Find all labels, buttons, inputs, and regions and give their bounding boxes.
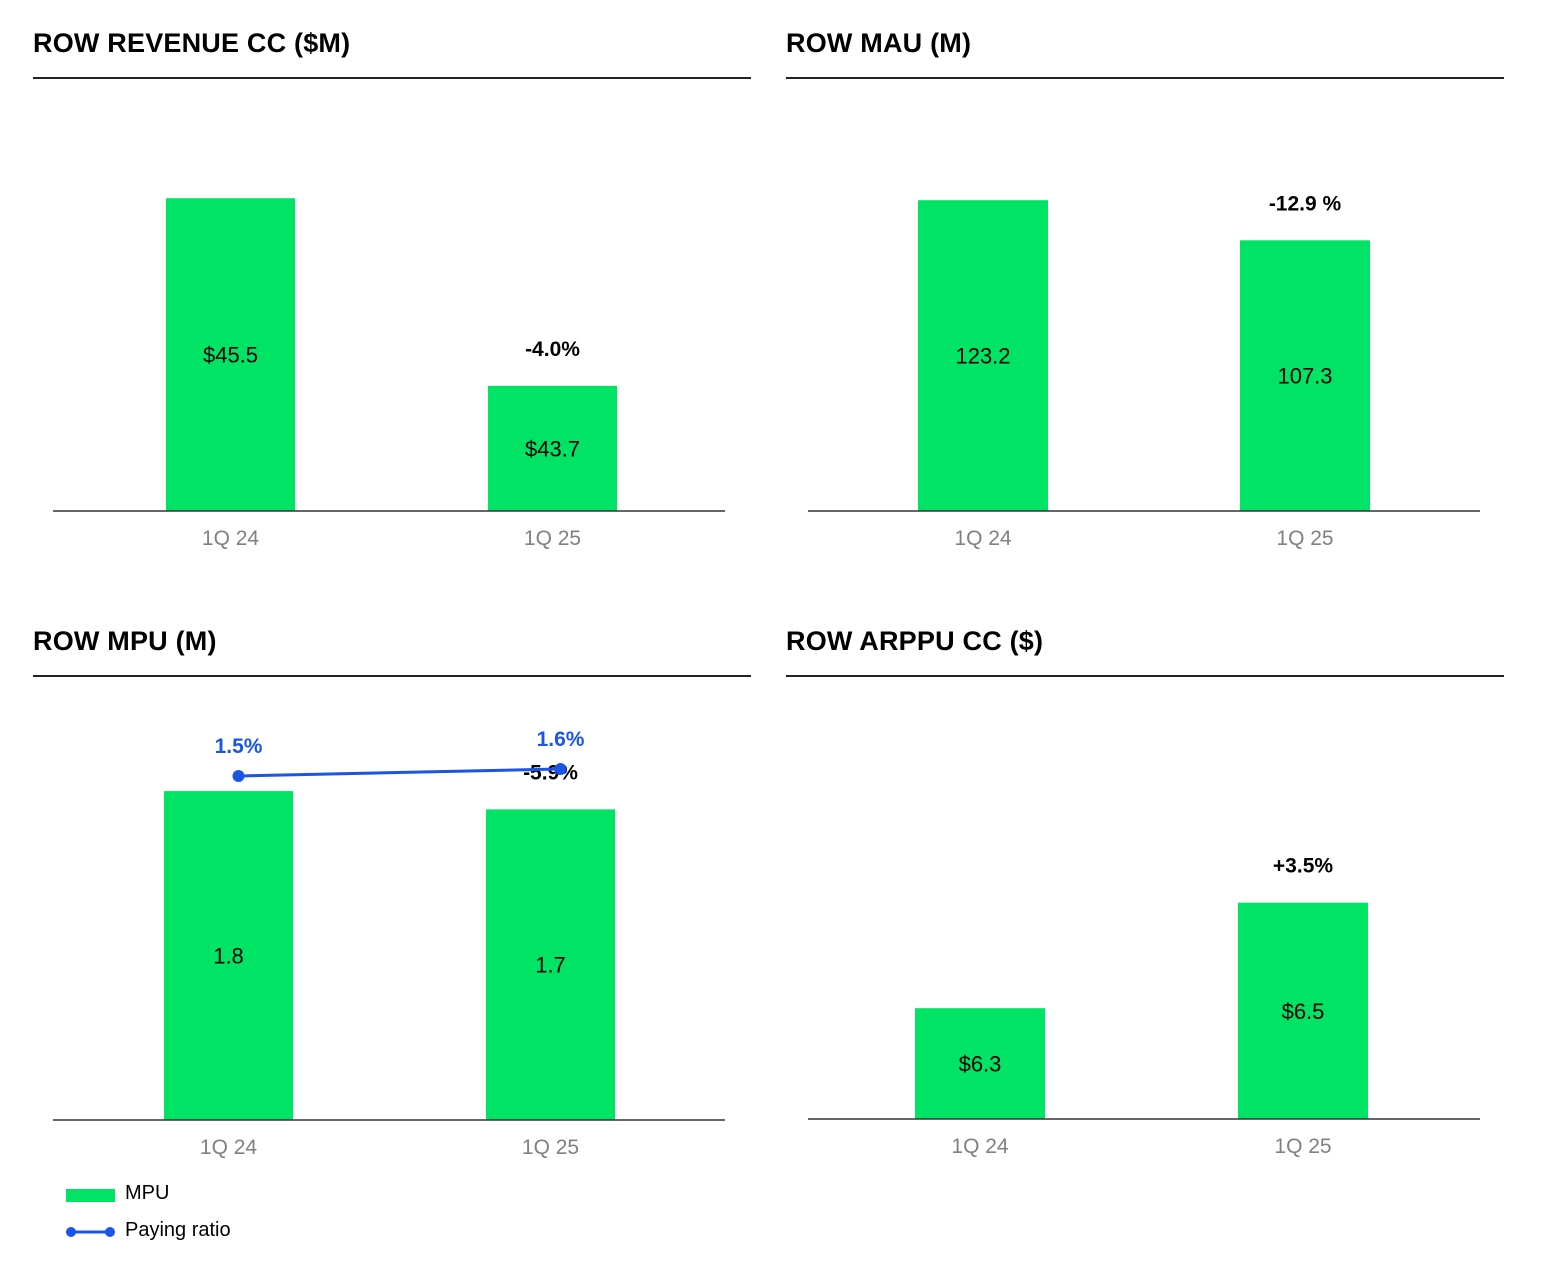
panel-arppu: ROW ARPPU CC ($) $6.3 1Q 24 $6.5 +3.5% 1Q 25: [786, 598, 1504, 1178]
x-tick-label: 1Q 25: [524, 527, 581, 550]
x-tick-label: 1Q 24: [954, 527, 1012, 550]
panel-mau: ROW MAU (M) 123.2 1Q 24 107.3 -12.9 % 1Q 25: [786, 0, 1504, 570]
paying-ratio-point: [554, 763, 567, 775]
bar-1q25: [1238, 902, 1368, 1119]
legend-label: Paying ratio: [125, 1219, 231, 1241]
bar-1q24: [166, 198, 295, 511]
bar-1q24: [915, 1008, 1045, 1119]
title-divider: [33, 77, 751, 79]
legend-line-swatch: [66, 1227, 115, 1237]
mau-bar-chart: 123.2 1Q 24 107.3 -12.9 % 1Q 25: [808, 192, 1480, 550]
bar-value-label: 123.2: [955, 344, 1010, 369]
paying-ratio-label: 1.6%: [537, 728, 585, 751]
legend-line-marker: [105, 1227, 115, 1237]
bar-1q24: [164, 791, 293, 1120]
paying-ratio-line: [238, 767, 561, 778]
panel-mpu: ROW MPU (M) 1.8 1Q 24 1.7 -5.9% 1Q 25 1.5% 1.6…: [33, 598, 751, 1178]
arppu-bar-chart: $6.3 1Q 24 $6.5 +3.5% 1Q 25: [808, 855, 1480, 1158]
x-tick-label: 1Q 24: [951, 1135, 1009, 1158]
panel-revenue: ROW REVENUE CC ($M) $45.5 1Q 24 $43.7 -4.0%…: [33, 0, 751, 570]
change-label: -12.9 %: [1269, 192, 1342, 215]
bar-value-label: $6.3: [959, 1052, 1002, 1077]
bar-1q25: [488, 385, 617, 511]
title-divider: [786, 675, 1504, 677]
bar-1q25: [486, 809, 615, 1120]
revenue-bar-chart: $45.5 1Q 24 $43.7 -4.0% 1Q 25: [53, 198, 725, 550]
x-tick-label: 1Q 25: [522, 1136, 579, 1159]
bar-value-label: 107.3: [1277, 364, 1332, 389]
bar-value-label: $6.5: [1282, 999, 1325, 1024]
panel-title: ROW ARPPU CC ($): [786, 626, 1044, 656]
panel-title: ROW MPU (M): [33, 626, 217, 656]
bar-1q24: [918, 200, 1048, 511]
bar-1q25: [1240, 240, 1370, 512]
x-tick-label: 1Q 25: [1276, 527, 1333, 550]
bar-value-label: 1.8: [213, 944, 244, 969]
paying-ratio-label: 1.5%: [215, 735, 263, 758]
panel-title: ROW MAU (M): [786, 28, 972, 58]
mpu-bar-chart: 1.8 1Q 24 1.7 -5.9% 1Q 25 1.5% 1.6%: [53, 728, 725, 1159]
bar-value-label: $43.7: [525, 436, 580, 461]
change-label: +3.5%: [1273, 855, 1333, 878]
panel-title: ROW REVENUE CC ($M): [33, 28, 351, 58]
x-tick-label: 1Q 24: [202, 527, 260, 550]
bar-value-label: 1.7: [535, 953, 566, 978]
x-tick-label: 1Q 25: [1274, 1135, 1331, 1158]
legend-bar-swatch: [66, 1189, 115, 1202]
legend-label: MPU: [125, 1182, 170, 1204]
title-divider: [786, 77, 1504, 79]
legend-line-marker: [66, 1227, 76, 1237]
change-label: -5.9%: [523, 761, 578, 784]
paying-ratio-point: [232, 770, 245, 782]
title-divider: [33, 675, 751, 677]
x-tick-label: 1Q 24: [200, 1136, 258, 1159]
bar-value-label: $45.5: [203, 343, 258, 368]
change-label: -4.0%: [525, 338, 580, 361]
